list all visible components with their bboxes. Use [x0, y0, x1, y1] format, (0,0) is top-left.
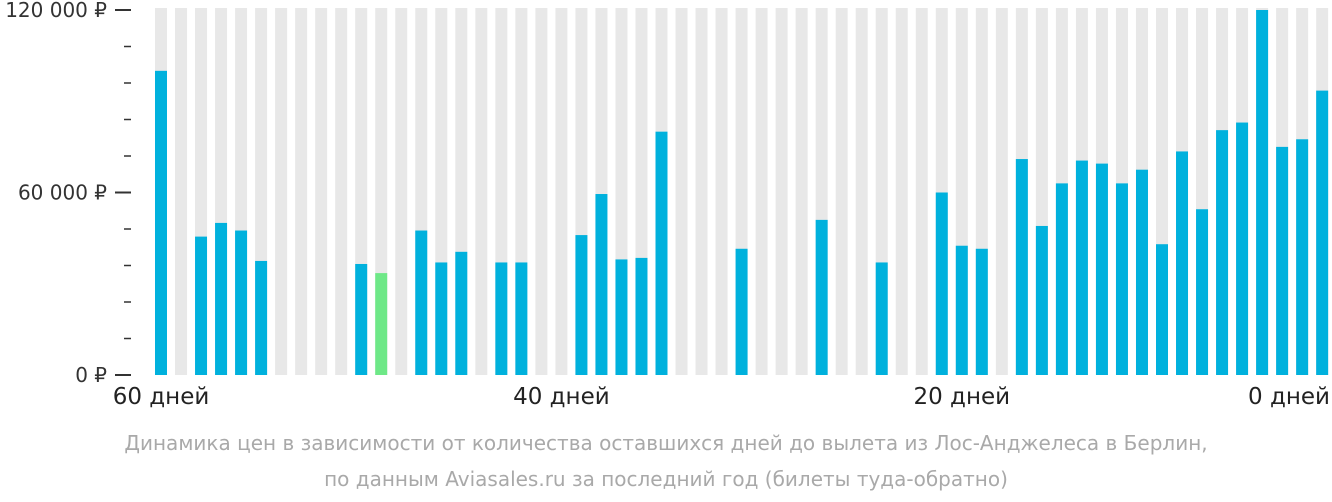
chart-caption-line-2: по данным Aviasales.ru за последний год …	[324, 467, 1008, 491]
background-column-day-18	[995, 8, 1008, 375]
bar-day-31	[735, 248, 748, 375]
background-column-day-53	[295, 8, 308, 375]
bar-day-6	[1236, 122, 1249, 376]
x-tick-label: 40 дней	[513, 384, 610, 410]
bar-day-38	[595, 194, 608, 375]
bar-day-19	[975, 248, 988, 375]
background-column-day-25	[855, 8, 868, 375]
bar-day-36	[635, 257, 648, 375]
bar-day-15	[1055, 183, 1068, 375]
background-column-day-28	[795, 8, 808, 375]
background-column-day-52	[315, 8, 328, 375]
bar-day-47	[415, 230, 428, 375]
bar-day-27	[815, 219, 828, 375]
bar-day-11	[1135, 169, 1148, 375]
bar-day-57	[215, 222, 228, 375]
bar-day-42	[515, 262, 528, 375]
bar-day-49	[375, 273, 388, 375]
background-column-day-30	[755, 8, 768, 375]
bar-day-13	[1095, 163, 1108, 375]
bar-day-20	[955, 245, 968, 375]
price-chart: 0 ₽ 60 000 ₽ 120 000 ₽ 60 дней 40 дней 20 дн…	[5, 0, 1330, 410]
bar-day-2	[1316, 90, 1329, 376]
background-column-day-26	[835, 8, 848, 375]
bar-day-5	[1256, 10, 1269, 375]
bar-day-56	[235, 230, 248, 375]
bar-day-35	[655, 131, 668, 375]
bar-day-4	[1276, 146, 1289, 375]
bar-day-8	[1196, 209, 1209, 375]
bar-day-24	[875, 262, 888, 375]
bar-day-60	[155, 70, 167, 375]
background-column-day-54	[275, 8, 288, 375]
x-tick-label: 20 дней	[913, 384, 1010, 410]
bar-day-45	[455, 251, 468, 375]
bar-day-50	[355, 263, 368, 375]
background-column-day-34	[675, 8, 688, 375]
bar-day-43	[495, 262, 508, 375]
bar-day-58	[195, 236, 208, 375]
bar-day-37	[615, 259, 628, 375]
y-tick-label: 120 000 ₽	[5, 0, 107, 22]
bar-day-16	[1035, 225, 1048, 375]
background-column-day-29	[775, 8, 788, 375]
bar-day-14	[1075, 160, 1088, 375]
y-tick-label: 0 ₽	[75, 363, 107, 387]
bar-day-17	[1015, 159, 1028, 375]
chart-caption-line-1: Динамика цен в зависимости от количества…	[124, 431, 1208, 455]
background-column-day-22	[915, 8, 928, 375]
background-column-day-59	[175, 8, 188, 375]
background-column-day-51	[335, 8, 348, 375]
bar-day-21	[935, 192, 948, 375]
background-column-day-40	[555, 8, 568, 375]
bar-day-7	[1216, 130, 1229, 375]
bar-day-9	[1176, 151, 1189, 375]
background-column-day-33	[695, 8, 708, 375]
x-axis: 60 дней 40 дней 20 дней 0 дней	[113, 384, 1330, 410]
background-column-day-44	[475, 8, 488, 375]
x-tick-label: 60 дней	[113, 384, 210, 410]
y-tick-label: 60 000 ₽	[18, 181, 107, 205]
bar-day-39	[575, 235, 588, 375]
bar-day-46	[435, 262, 448, 375]
background-column-day-41	[535, 8, 548, 375]
x-tick-label: 0 дней	[1248, 384, 1330, 410]
background-column-day-32	[715, 8, 728, 375]
background-column-day-23	[895, 8, 908, 375]
y-axis: 0 ₽ 60 000 ₽ 120 000 ₽	[5, 0, 131, 387]
bar-day-12	[1115, 183, 1128, 375]
bars	[155, 10, 1329, 376]
bar-day-3	[1296, 139, 1309, 375]
bar-day-55	[255, 260, 268, 375]
background-column-day-48	[395, 8, 408, 375]
bar-day-10	[1156, 244, 1168, 375]
